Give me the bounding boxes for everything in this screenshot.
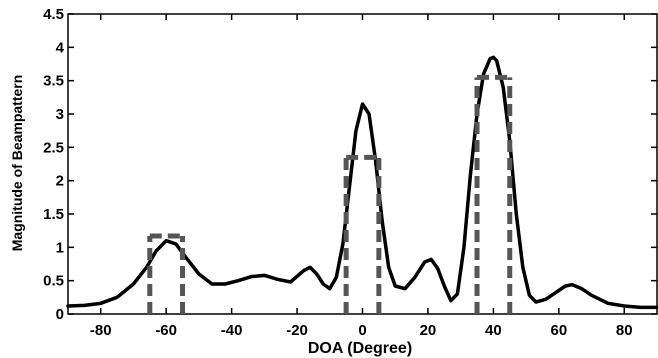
- y-tick-label: 3.5: [43, 73, 64, 90]
- y-tick-label: 4: [56, 39, 65, 56]
- y-tick-label: 0.5: [43, 273, 64, 290]
- y-tick-label: 4.5: [43, 6, 64, 23]
- y-tick-label: 3: [56, 106, 64, 123]
- plot-frame: [67, 13, 658, 315]
- x-tick-label: 20: [420, 322, 437, 339]
- y-tick-label: 2: [56, 173, 64, 190]
- axes: [67, 13, 658, 315]
- x-tick-label: -40: [221, 322, 243, 339]
- x-tick-label: -20: [286, 322, 308, 339]
- x-tick-label: 40: [485, 322, 502, 339]
- x-tick-label: 0: [358, 322, 366, 339]
- beampattern-line: [66, 55, 658, 310]
- x-tick-label: -80: [90, 322, 112, 339]
- plot-marks: [66, 55, 658, 314]
- tick-labels: -80 -60 -40 -20 0 20 40 60 80 0 0.5 1 1.5 2 2.5 3 3.5 4 4.…: [43, 6, 632, 339]
- x-axis-label: DOA (Degree): [308, 340, 412, 357]
- y-tick-label: 1.5: [43, 206, 64, 223]
- x-tick-label: 60: [550, 322, 567, 339]
- y-tick-label: 2.5: [43, 139, 64, 156]
- x-tick-label: -60: [155, 322, 177, 339]
- x-tick-label: 80: [616, 322, 633, 339]
- y-tick-label: 1: [56, 239, 64, 256]
- y-tick-label: 0: [56, 306, 64, 323]
- y-axis-label: Magnitude of Beampattern: [9, 75, 25, 252]
